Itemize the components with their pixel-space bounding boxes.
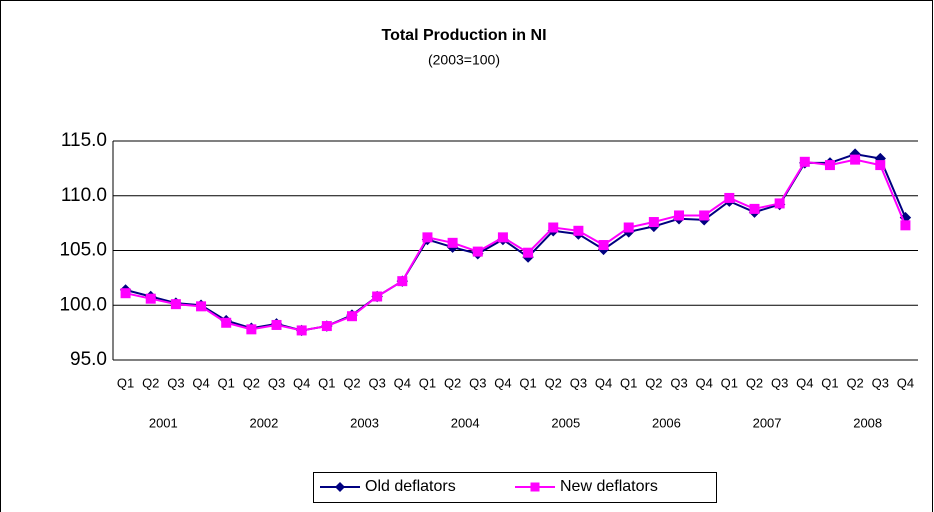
y-tick-label: 105.0: [59, 240, 107, 261]
data-point: [774, 198, 785, 209]
x-tick-label: Q2: [846, 375, 863, 390]
x-tick-label: Q4: [394, 375, 411, 390]
data-point: [749, 203, 760, 214]
y-tick-label: 110.0: [61, 185, 107, 206]
x-tick-label: Q3: [670, 375, 687, 390]
data-point: [296, 325, 307, 336]
x-tick-label: Q3: [872, 375, 889, 390]
data-point: [598, 240, 609, 251]
year-label: 2007: [753, 415, 782, 430]
x-tick-label: Q2: [645, 375, 662, 390]
data-point: [799, 156, 810, 167]
data-point: [372, 291, 383, 302]
x-tick-label: Q1: [318, 375, 335, 390]
x-tick-label: Q1: [218, 375, 235, 390]
legend-marker: [335, 482, 345, 492]
year-label: 2005: [551, 415, 580, 430]
data-point: [497, 232, 508, 243]
x-tick-label: Q3: [771, 375, 788, 390]
data-point: [346, 311, 357, 322]
data-point: [397, 276, 408, 287]
year-label: 2001: [149, 415, 178, 430]
chart-title: Total Production in NI: [381, 27, 546, 44]
data-point: [447, 237, 458, 248]
x-tick-label: Q4: [897, 375, 914, 390]
x-tick-label: Q3: [469, 375, 486, 390]
x-tick-label: Q4: [494, 375, 511, 390]
x-tick-label: Q1: [721, 375, 738, 390]
data-point: [221, 317, 232, 328]
data-point: [170, 299, 181, 310]
data-point: [724, 192, 735, 203]
data-point: [900, 220, 911, 231]
data-point: [321, 321, 332, 332]
data-point: [472, 246, 483, 257]
y-tick-label: 100.0: [59, 294, 107, 315]
data-point: [623, 222, 634, 233]
data-point: [548, 222, 559, 233]
year-label: 2004: [451, 415, 480, 430]
x-tick-label: Q2: [545, 375, 562, 390]
year-label: 2002: [249, 415, 278, 430]
x-tick-label: Q4: [796, 375, 813, 390]
x-tick-label: Q2: [243, 375, 260, 390]
data-point: [196, 301, 207, 312]
data-point: [246, 324, 257, 335]
x-tick-label: Q1: [117, 375, 134, 390]
x-tick-label: Q4: [696, 375, 713, 390]
x-tick-label: Q3: [268, 375, 285, 390]
x-tick-label: Q3: [368, 375, 385, 390]
legend-label: New deflators: [560, 478, 658, 495]
year-label: 2008: [853, 415, 882, 430]
x-tick-label: Q2: [746, 375, 763, 390]
x-tick-label: Q2: [142, 375, 159, 390]
x-tick-label: Q2: [343, 375, 360, 390]
data-point: [824, 160, 835, 171]
data-point: [850, 154, 861, 165]
year-label: 2006: [652, 415, 681, 430]
data-point: [648, 217, 659, 228]
year-label: 2003: [350, 415, 379, 430]
data-point: [523, 247, 534, 258]
data-point: [875, 160, 886, 171]
data-point: [120, 288, 131, 299]
x-tick-label: Q1: [821, 375, 838, 390]
legend-marker: [530, 482, 540, 492]
y-tick-label: 95.0: [70, 349, 107, 370]
data-point: [573, 225, 584, 236]
x-tick-label: Q1: [519, 375, 536, 390]
data-point: [699, 210, 710, 221]
x-tick-label: Q4: [192, 375, 209, 390]
x-tick-label: Q2: [444, 375, 461, 390]
x-tick-label: Q4: [293, 375, 310, 390]
y-tick-label: 115.0: [61, 130, 107, 151]
legend-label: Old deflators: [365, 478, 456, 495]
x-tick-label: Q3: [570, 375, 587, 390]
data-point: [422, 232, 433, 243]
chart-subtitle: (2003=100): [428, 52, 500, 68]
data-point: [674, 210, 685, 221]
x-tick-label: Q4: [595, 375, 612, 390]
data-point: [145, 293, 156, 304]
x-tick-label: Q1: [419, 375, 436, 390]
x-tick-label: Q3: [167, 375, 184, 390]
data-point: [271, 319, 282, 330]
x-tick-label: Q1: [620, 375, 637, 390]
